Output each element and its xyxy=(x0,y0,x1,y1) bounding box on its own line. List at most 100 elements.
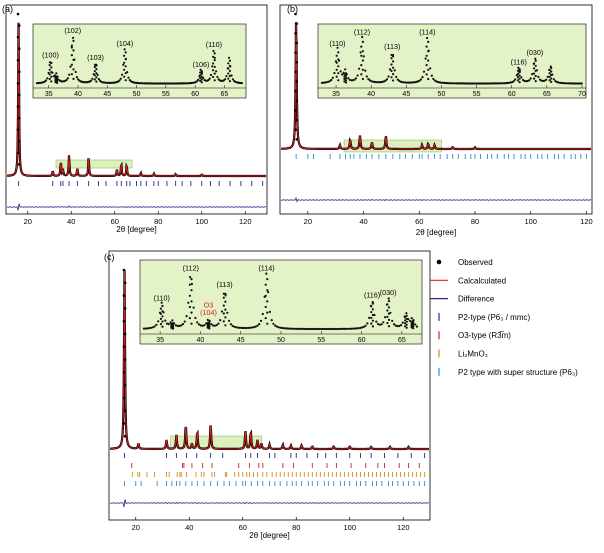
x-tick-label: 100 xyxy=(343,523,356,532)
inset-point xyxy=(266,311,269,314)
inset-point xyxy=(264,283,267,286)
inset-point xyxy=(409,81,412,84)
observed-point xyxy=(294,89,297,93)
inset-point xyxy=(208,327,211,330)
inset-point xyxy=(199,324,202,327)
observed-point xyxy=(295,41,299,45)
inset-point xyxy=(70,44,73,47)
inset-point xyxy=(270,319,273,322)
inset-point xyxy=(72,39,75,43)
inset-point xyxy=(146,327,149,330)
inset-point xyxy=(425,54,428,57)
inset-point xyxy=(224,316,227,319)
inset-point xyxy=(217,322,220,325)
inset-point xyxy=(375,81,378,84)
inset-annotation: (104) xyxy=(200,308,217,317)
inset-point xyxy=(344,79,348,82)
inset-point xyxy=(268,310,271,313)
inset-point xyxy=(380,323,383,326)
inset-point xyxy=(360,54,363,57)
inset-point xyxy=(155,323,158,326)
inset-point xyxy=(387,312,391,315)
inset-point xyxy=(405,320,408,323)
inset-point xyxy=(48,77,51,81)
x-tick-label: 60 xyxy=(111,217,119,226)
inset-point xyxy=(534,64,537,67)
inset-point xyxy=(159,323,162,326)
observed-point xyxy=(17,47,21,51)
peak-label: (106) xyxy=(193,60,210,69)
inset-point xyxy=(222,320,225,323)
inset-point xyxy=(550,73,553,77)
inset-point xyxy=(356,74,359,77)
inset-point xyxy=(127,76,130,79)
inset-point xyxy=(206,321,209,324)
inset-point xyxy=(231,78,234,81)
inset-point xyxy=(560,81,563,85)
inset-point xyxy=(222,292,225,295)
inset-point xyxy=(387,300,391,303)
inset-point xyxy=(48,68,51,71)
inset-point xyxy=(343,73,346,76)
legend: Observed Calcalculated Difference P2-type (… xyxy=(430,258,578,377)
inset-point xyxy=(494,82,497,85)
inset-point xyxy=(358,67,361,70)
x-tick-label: 20 xyxy=(304,217,312,226)
inset-point xyxy=(176,324,179,328)
inset-point xyxy=(371,313,374,317)
peak-label: (112) xyxy=(183,264,199,273)
inset-point xyxy=(161,315,164,318)
inset-point xyxy=(387,318,391,321)
inset-point xyxy=(362,325,365,328)
inset-point xyxy=(375,320,378,323)
inset-point xyxy=(537,75,540,78)
inset-point xyxy=(353,78,356,81)
inset-point xyxy=(412,325,415,328)
inset-point xyxy=(426,36,429,40)
inset-point xyxy=(402,81,405,84)
inset-point xyxy=(516,72,520,75)
observed-point xyxy=(16,35,20,39)
inset-point xyxy=(432,77,435,80)
inset-point xyxy=(93,78,96,81)
inset-point xyxy=(199,71,202,74)
inset-point xyxy=(264,294,267,297)
inset-point xyxy=(370,311,373,314)
inset-point xyxy=(291,327,294,330)
inset-point xyxy=(344,68,347,71)
observed-point xyxy=(294,51,297,54)
inset-point xyxy=(386,315,389,318)
inset-point xyxy=(368,316,371,319)
inset-point xyxy=(345,327,348,330)
inset-point xyxy=(412,319,415,322)
inset-point xyxy=(150,326,153,329)
inset-point xyxy=(534,57,537,60)
inset-point xyxy=(371,308,374,311)
inset-point xyxy=(456,82,460,85)
inset-point xyxy=(533,62,536,65)
inset-point xyxy=(424,57,427,60)
inset-point xyxy=(95,68,98,71)
x-tick-label: 60 xyxy=(239,523,247,532)
inset-point xyxy=(228,59,231,62)
inset-point xyxy=(225,75,228,78)
inset-point xyxy=(335,75,338,78)
inset-point xyxy=(529,77,532,80)
inset-point xyxy=(95,76,98,79)
inset-point xyxy=(238,326,241,329)
inset-point xyxy=(361,59,364,62)
inset-point xyxy=(196,321,199,324)
inset-x-tick-label: 40 xyxy=(367,91,375,98)
inset-point xyxy=(188,317,191,320)
inset-point xyxy=(343,75,346,78)
inset-point xyxy=(337,51,340,54)
inset-point xyxy=(405,323,408,326)
inset-point xyxy=(318,327,321,331)
inset-point xyxy=(222,304,225,307)
inset-point xyxy=(534,59,537,62)
inset-point xyxy=(208,77,211,80)
inset-point xyxy=(548,79,551,82)
inset-x-tick-label: 60 xyxy=(508,91,516,98)
inset-point xyxy=(123,54,126,57)
inset-point xyxy=(371,319,374,322)
